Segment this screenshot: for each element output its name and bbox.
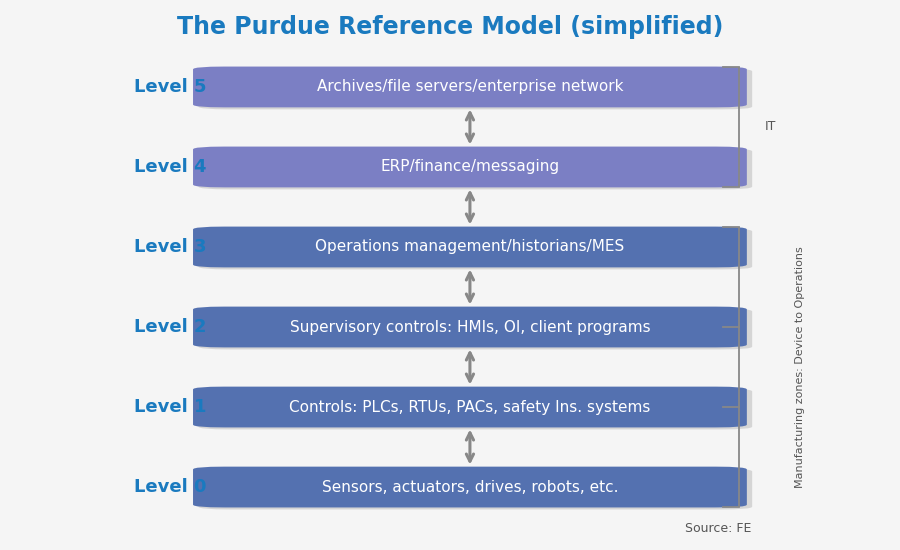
FancyBboxPatch shape — [193, 146, 747, 188]
Text: Archives/file servers/enterprise network: Archives/file servers/enterprise network — [317, 79, 623, 95]
Text: IT: IT — [765, 120, 776, 134]
Text: Level 5: Level 5 — [134, 78, 206, 96]
Text: Controls: PLCs, RTUs, PACs, safety Ins. systems: Controls: PLCs, RTUs, PACs, safety Ins. … — [289, 399, 651, 415]
Text: Level 2: Level 2 — [134, 318, 206, 336]
Text: Source: FE: Source: FE — [685, 522, 752, 535]
Text: Sensors, actuators, drives, robots, etc.: Sensors, actuators, drives, robots, etc. — [321, 480, 618, 494]
FancyBboxPatch shape — [198, 469, 752, 509]
FancyBboxPatch shape — [193, 306, 747, 348]
Text: Supervisory controls: HMIs, OI, client programs: Supervisory controls: HMIs, OI, client p… — [290, 320, 650, 334]
FancyBboxPatch shape — [193, 466, 747, 508]
FancyBboxPatch shape — [198, 309, 752, 349]
FancyBboxPatch shape — [198, 69, 752, 109]
Text: Operations management/historians/MES: Operations management/historians/MES — [315, 239, 625, 255]
Text: Manufacturing zones: Device to Operations: Manufacturing zones: Device to Operation… — [795, 246, 805, 488]
Text: ERP/finance/messaging: ERP/finance/messaging — [381, 160, 560, 174]
FancyBboxPatch shape — [198, 389, 752, 430]
FancyBboxPatch shape — [198, 148, 752, 189]
FancyBboxPatch shape — [193, 387, 747, 427]
Text: Level 1: Level 1 — [134, 398, 206, 416]
Text: Level 4: Level 4 — [134, 158, 206, 176]
FancyBboxPatch shape — [198, 229, 752, 270]
Text: Level 0: Level 0 — [134, 478, 206, 496]
FancyBboxPatch shape — [193, 67, 747, 107]
Text: Level 3: Level 3 — [134, 238, 206, 256]
FancyBboxPatch shape — [193, 227, 747, 267]
Text: The Purdue Reference Model (simplified): The Purdue Reference Model (simplified) — [176, 15, 724, 39]
